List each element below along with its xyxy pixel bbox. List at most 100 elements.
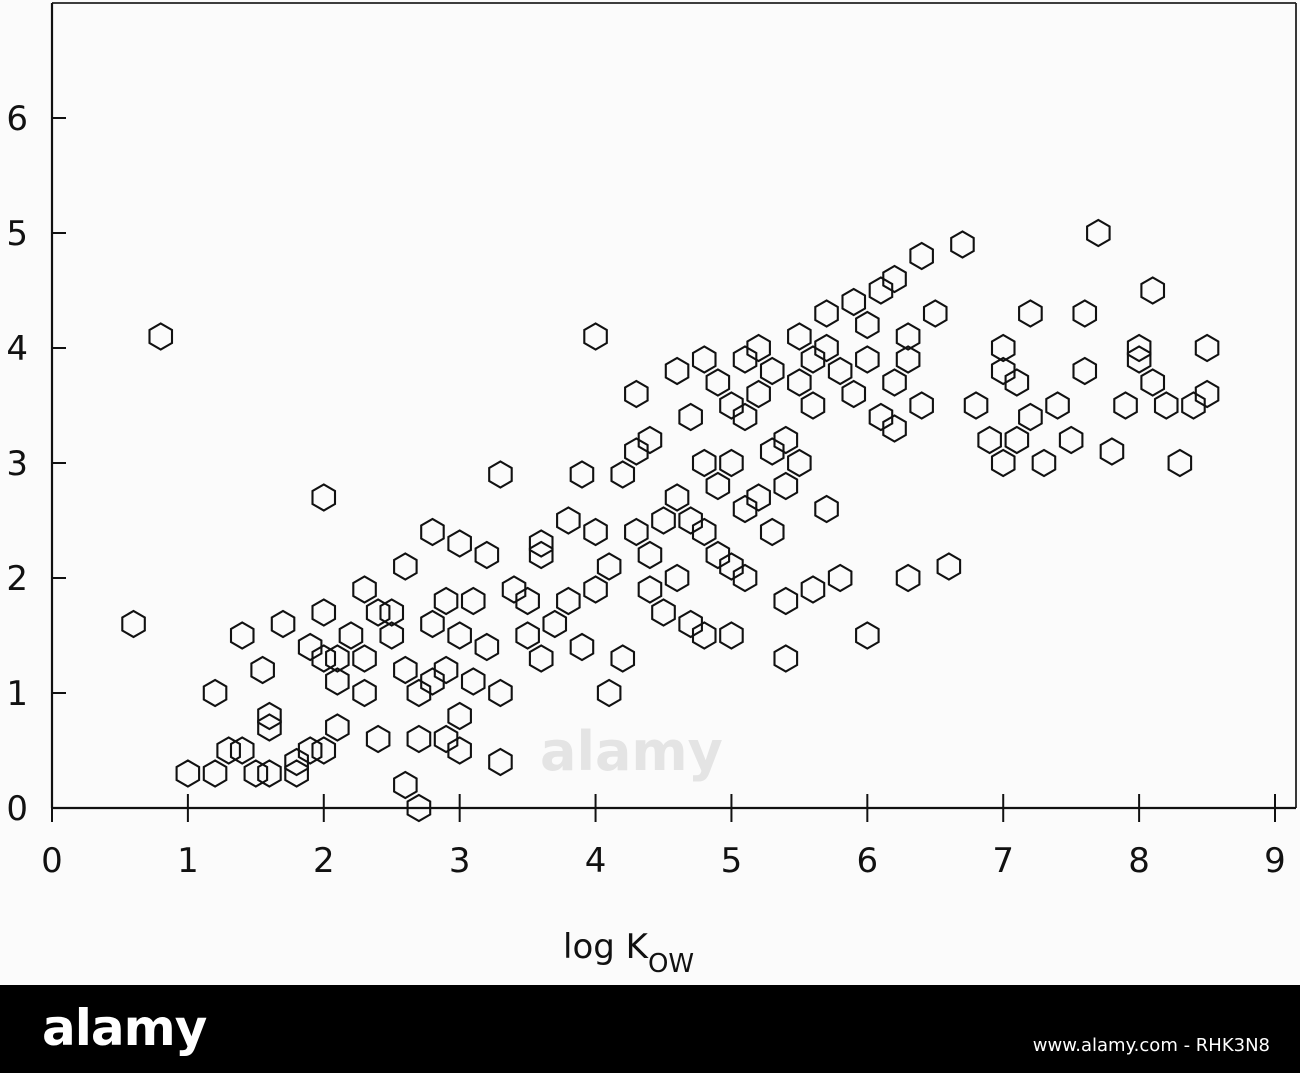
scatter-point (270, 609, 296, 639)
stock-footer-bar: alamy www.alamy.com - RHK3N8 (0, 985, 1300, 1073)
scatter-point (651, 598, 676, 627)
scatter-point (365, 598, 391, 627)
scatter-point (1018, 402, 1043, 432)
scatter-point (868, 276, 894, 305)
scatter-point (460, 586, 486, 616)
scatter-point (460, 667, 486, 696)
scatter-point (664, 483, 690, 512)
scatter-point (909, 391, 934, 420)
scatter-point (352, 644, 377, 673)
scatter-point (596, 678, 622, 708)
scatter-point (787, 368, 812, 397)
scatter-point (352, 575, 377, 604)
scatter-point (528, 644, 554, 673)
scatter-point (800, 575, 826, 604)
scatter-point (1018, 299, 1043, 328)
scatter-point (909, 241, 934, 271)
scatter-point (569, 460, 595, 489)
scatter-point (1099, 437, 1125, 466)
x-axis-label-sub: OW (648, 949, 694, 979)
scatter-point (895, 345, 921, 374)
scatter-point (284, 759, 309, 788)
axis-ticks (51, 117, 1276, 822)
scatter-point (1113, 391, 1138, 420)
scatter-point (827, 356, 853, 386)
scatter-point (297, 736, 323, 765)
scatter-point (121, 609, 146, 639)
scatter-point (841, 287, 867, 317)
scatter-point (447, 529, 472, 558)
scatter-point (963, 391, 989, 420)
x-axis-label-main: log K (563, 927, 650, 967)
scatter-point (990, 333, 1016, 363)
scatter-point (855, 345, 880, 374)
scatter-point (827, 563, 853, 593)
scatter-point (1031, 448, 1057, 478)
scatter-point (325, 644, 350, 673)
scatter-point (1072, 299, 1098, 328)
axis-tick-labels: 0 1 2 3 4 5 6 7 8 9 0 1 2 3 4 5 6 (6, 99, 1285, 881)
scatter-point (1140, 276, 1166, 305)
scatter-point (990, 356, 1016, 386)
scatter-point (420, 517, 445, 547)
scatter-point (583, 575, 608, 604)
scatter-point (1194, 333, 1220, 363)
scatter-point (814, 299, 839, 328)
y-tick-label: 5 (6, 214, 28, 254)
scatter-point (1086, 218, 1111, 248)
x-tick-label: 9 (1264, 841, 1286, 881)
scatter-point (1072, 356, 1098, 386)
scatter-point (773, 471, 799, 501)
scatter-point (691, 448, 717, 478)
scatter-point (895, 322, 921, 351)
scatter-point (773, 586, 799, 616)
scatter-point (365, 724, 391, 754)
scatter-point (800, 391, 826, 420)
scatter-point (311, 598, 337, 627)
y-tick-label: 1 (6, 674, 28, 714)
scatter-point (420, 609, 445, 639)
scatter-point (787, 448, 812, 478)
scatter-point (610, 644, 636, 673)
scatter-point (624, 517, 649, 547)
scatter-point (882, 414, 907, 443)
scatter-point (759, 437, 785, 466)
scatter-point (691, 517, 717, 547)
scatter-point (1126, 345, 1152, 374)
scatter-point (990, 448, 1016, 478)
scatter-point (175, 759, 201, 788)
scatter-point (148, 322, 174, 351)
x-tick-label: 0 (41, 841, 63, 881)
scatter-point (1140, 368, 1166, 397)
x-tick-label: 8 (1128, 841, 1150, 881)
x-tick-label: 3 (449, 841, 471, 881)
scatter-point (433, 586, 459, 616)
scatter-point (311, 736, 337, 765)
scatter-point (406, 793, 432, 823)
scatter-point (719, 621, 744, 650)
scatter-point (556, 506, 581, 535)
scatter-point (352, 678, 377, 708)
scatter-point (746, 379, 771, 409)
x-tick-label: 6 (857, 841, 879, 881)
x-tick-label: 5 (721, 841, 743, 881)
scatter-point (447, 621, 472, 650)
scatter-point (257, 701, 282, 731)
scatter-point (624, 379, 649, 409)
scatter-point (814, 333, 839, 363)
scatter-point (583, 322, 608, 351)
scatter-point (229, 621, 255, 650)
scatter-point (691, 621, 717, 650)
scatter-point (447, 736, 472, 765)
scatter-point (705, 540, 731, 570)
scatter-point (1181, 391, 1206, 420)
scatter-point (651, 506, 676, 535)
scatter-point (379, 598, 405, 627)
x-axis-label: log KOW (563, 927, 694, 979)
scatter-point (556, 586, 581, 616)
scatter-point (569, 632, 595, 662)
scatter-point (691, 345, 717, 374)
scatter-point (1126, 333, 1152, 363)
scatter-point (678, 506, 703, 535)
y-tick-label: 6 (6, 99, 28, 139)
